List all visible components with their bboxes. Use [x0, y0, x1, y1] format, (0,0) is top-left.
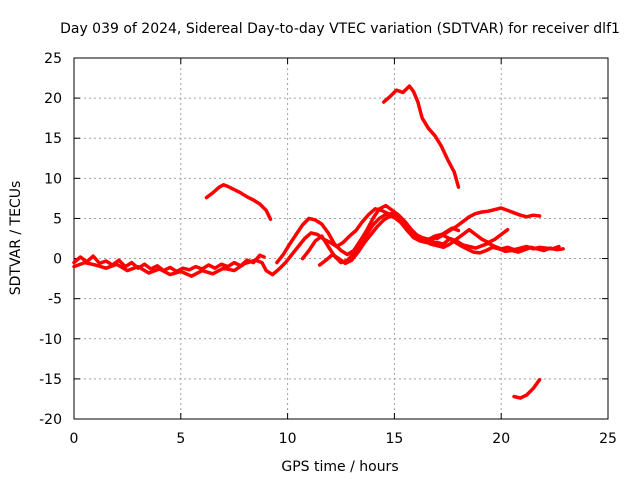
y-axis-label: SDTVAR / TECUs	[8, 181, 24, 296]
y-tick-label: 15	[44, 131, 62, 147]
y-tick-label: 10	[44, 171, 62, 187]
y-tick-label: -15	[39, 372, 62, 388]
plot-frame	[73, 57, 609, 420]
gridlines	[74, 58, 608, 419]
series-line-arc-9	[512, 377, 542, 400]
series-line-arc-1	[72, 253, 266, 274]
series-line-arc-2	[72, 207, 461, 278]
x-tick-label: 25	[599, 431, 617, 447]
y-tick-label: -5	[48, 292, 62, 308]
x-tick-label: 15	[385, 431, 403, 447]
x-tick-label: 20	[492, 431, 510, 447]
axis-ticks: 0 5 10 15 20 25 -20 -15 -10 -5 0 5 10 15 20 25	[39, 51, 617, 447]
x-tick-label: 0	[70, 431, 79, 447]
y-tick-label: -20	[39, 412, 62, 428]
y-tick-label: 25	[44, 51, 62, 67]
chart-title: Day 039 of 2024, Sidereal Day-to-day VTE…	[60, 21, 620, 37]
y-tick-label: 20	[44, 91, 62, 107]
series-line-arc-8	[381, 84, 461, 189]
x-axis-label: GPS time / hours	[281, 459, 398, 475]
series-line-arc-7	[435, 206, 542, 241]
series-line-arc-6	[317, 214, 565, 267]
y-tick-label: 0	[53, 252, 62, 268]
y-tick-label: 5	[53, 211, 62, 227]
x-tick-label: 5	[176, 431, 185, 447]
y-tick-label: -10	[39, 332, 62, 348]
series-line-arc-3	[204, 183, 273, 221]
data-series	[72, 84, 565, 400]
x-tick-label: 10	[279, 431, 297, 447]
